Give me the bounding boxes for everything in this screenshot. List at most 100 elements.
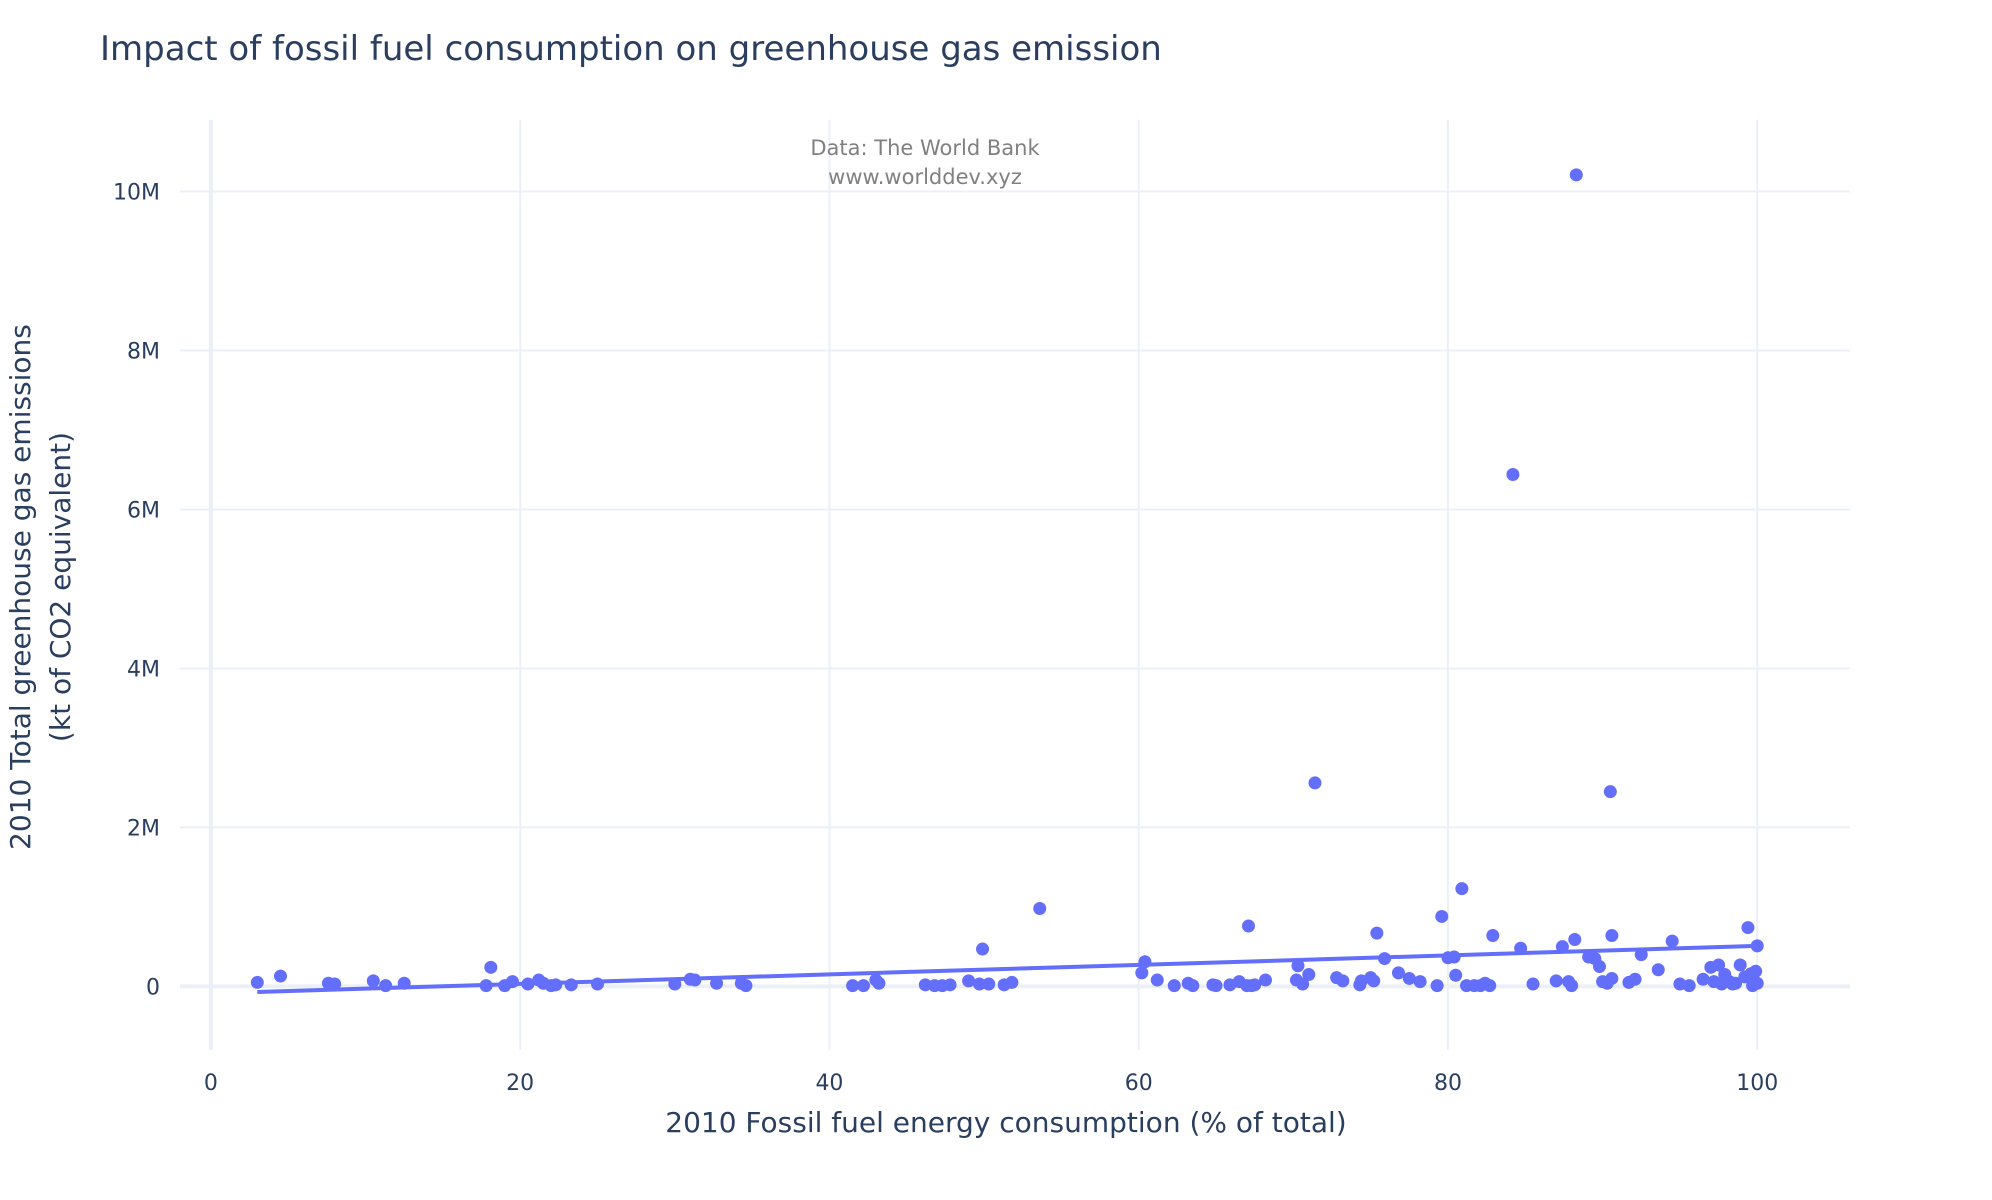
data-point	[1634, 948, 1648, 962]
data-point	[564, 978, 578, 992]
y-tick-label: 4M	[127, 657, 160, 682]
data-point	[1150, 973, 1164, 987]
x-tick-label: 80	[1434, 1071, 1462, 1096]
data-point	[1135, 966, 1149, 980]
data-point	[1296, 977, 1310, 991]
data-point	[856, 979, 870, 993]
data-point	[1391, 966, 1405, 980]
data-point	[1526, 977, 1540, 991]
data-point	[1628, 972, 1642, 986]
data-point	[1370, 926, 1384, 940]
y-axis-title-line2: (kt of CO2 equivalent)	[44, 432, 77, 742]
data-point	[1430, 979, 1444, 993]
gridlines	[180, 120, 1850, 1050]
x-tick-label: 40	[815, 1071, 843, 1096]
source-annotation-line2: www.worlddev.xyz	[828, 165, 1022, 189]
data-point	[1005, 975, 1019, 989]
x-tick-label: 60	[1125, 1071, 1153, 1096]
data-point	[1741, 921, 1755, 935]
y-axis-title: 2010 Total greenhouse gas emissions (kt …	[4, 324, 77, 850]
data-point	[1402, 971, 1416, 985]
data-point	[1248, 978, 1262, 992]
y-tick-label: 8M	[127, 340, 160, 365]
data-point	[1486, 929, 1500, 943]
data-point	[1367, 974, 1381, 988]
data-point	[1555, 940, 1569, 954]
data-point	[846, 979, 860, 993]
data-point	[1483, 979, 1497, 993]
data-point	[1568, 933, 1582, 947]
y-axis-title-line1: 2010 Total greenhouse gas emissions	[4, 324, 37, 850]
data-point	[379, 979, 393, 993]
x-tick-label: 100	[1736, 1071, 1778, 1096]
data-point	[739, 979, 753, 993]
data-point	[1413, 975, 1427, 989]
data-point	[1378, 952, 1392, 966]
x-axis-title: 2010 Fossil fuel energy consumption (% o…	[665, 1106, 1346, 1139]
data-point	[1749, 964, 1763, 978]
data-point	[1750, 939, 1764, 953]
data-point	[1651, 963, 1665, 977]
data-point	[479, 979, 493, 993]
data-point	[872, 976, 886, 990]
data-point	[1603, 785, 1617, 799]
data-point	[972, 977, 986, 991]
data-point	[1455, 882, 1469, 896]
data-point	[1291, 959, 1305, 973]
data-point	[1449, 968, 1463, 982]
data-point	[1733, 958, 1747, 972]
data-point	[962, 974, 976, 988]
data-point	[1605, 929, 1619, 943]
data-point	[505, 975, 519, 989]
chart-title: Impact of fossil fuel consumption on gre…	[100, 29, 1162, 69]
data-point	[1308, 776, 1322, 790]
data-point	[1682, 979, 1696, 993]
data-point	[1186, 979, 1200, 993]
data-point	[1696, 972, 1710, 986]
data-point	[668, 977, 682, 991]
data-point	[1033, 902, 1047, 916]
data-point	[1514, 941, 1528, 955]
data-point	[250, 975, 264, 989]
y-tick-label: 2M	[127, 816, 160, 841]
y-tick-label: 6M	[127, 498, 160, 523]
data-point	[591, 977, 604, 991]
y-tick-label: 10M	[113, 181, 160, 206]
data-point	[366, 974, 380, 988]
data-point	[1593, 960, 1606, 974]
data-point	[1336, 974, 1350, 988]
data-point	[1447, 950, 1461, 964]
data-point	[1605, 971, 1619, 985]
y-tick-label: 0	[146, 975, 160, 1000]
data-point	[688, 973, 702, 987]
data-point	[1138, 955, 1152, 969]
data-point	[976, 942, 990, 956]
data-point	[1712, 958, 1726, 972]
x-tick-labels: 0 20 40 60 80 100	[204, 1071, 1778, 1096]
data-point	[943, 978, 957, 992]
y-tick-labels: 0 2M 4M 6M 8M 10M	[113, 181, 160, 1001]
x-tick-label: 20	[506, 1071, 534, 1096]
data-point	[1569, 168, 1583, 182]
data-point	[1241, 919, 1255, 933]
x-tick-label: 0	[204, 1071, 218, 1096]
data-point	[1665, 934, 1679, 948]
data-point	[710, 976, 724, 990]
data-point	[1549, 974, 1563, 988]
data-point	[1167, 979, 1181, 993]
data-point	[274, 969, 288, 983]
data-point	[1259, 973, 1272, 987]
data-point	[549, 978, 563, 992]
data-point	[982, 977, 996, 991]
data-point	[918, 978, 932, 992]
data-point	[328, 977, 342, 991]
data-point	[1750, 976, 1764, 990]
data-point	[1302, 967, 1316, 981]
data-point	[521, 977, 535, 991]
data-point	[1729, 976, 1743, 990]
data-point	[1435, 909, 1449, 923]
data-point	[1506, 468, 1520, 482]
data-point	[397, 976, 411, 990]
